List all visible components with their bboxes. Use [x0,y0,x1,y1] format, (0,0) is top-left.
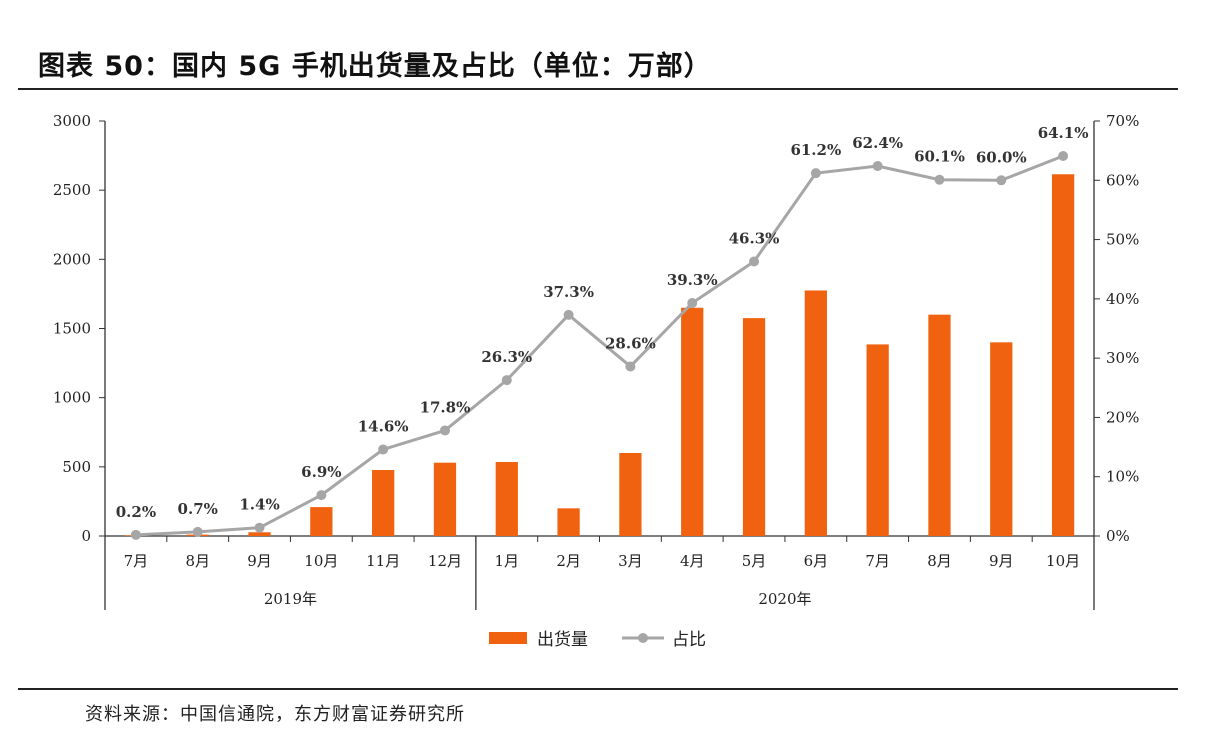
source-note: 资料来源：中国信通院，东方财富证券研究所 [85,704,465,725]
y2-tick-label: 40% [1106,290,1139,308]
y-tick-label: 2500 [53,181,91,199]
share-data-label: 1.4% [239,496,279,514]
share-line [135,154,1064,537]
bar [495,461,518,536]
y2-tick-label: 10% [1106,468,1139,486]
legend-line-marker [638,633,648,643]
share-point [501,375,512,386]
x-tick-label: 1月 [495,552,520,570]
footer-rule [18,688,1178,690]
share-data-label: 64.1% [1038,124,1089,142]
share-point [563,309,574,320]
bar [619,453,642,536]
share-data-label: 0.7% [178,500,218,518]
group-label: 2020年 [758,590,811,608]
share-point [687,298,698,309]
share-point [378,444,389,455]
y2-tick-label: 60% [1106,171,1139,189]
share-point [749,256,760,267]
x-tick-label: 8月 [927,552,952,570]
share-data-label: 61.2% [790,141,841,159]
share-data-label: 17.8% [420,398,471,416]
y2-tick-label: 20% [1106,408,1139,426]
bar [372,470,395,536]
y2-tick-label: 0% [1106,527,1130,545]
legend-line-label: 占比 [672,630,706,650]
group-label: 2019年 [264,590,317,608]
x-tick-label: 12月 [428,552,462,570]
y2-tick-label: 70% [1106,112,1139,130]
y-tick-label: 1000 [53,389,91,407]
x-tick-label: 9月 [247,552,272,570]
share-point [996,175,1007,186]
x-tick-label: 6月 [804,552,829,570]
bar [310,507,333,536]
x-tick-label: 9月 [989,552,1014,570]
share-point [934,174,945,185]
share-point [625,361,636,372]
y-tick-label: 1500 [53,320,91,338]
share-data-label: 6.9% [301,463,341,481]
y-tick-label: 3000 [53,112,91,130]
y-tick-label: 0 [81,527,91,545]
bar [742,318,766,536]
share-point [810,168,821,179]
share-data-label: 37.3% [543,283,594,301]
share-point [130,529,141,540]
x-tick-label: 4月 [680,552,705,570]
share-data-label: 0.2% [116,503,156,521]
share-point [872,161,883,172]
share-point [1058,150,1069,161]
share-data-label: 60.1% [914,148,965,166]
bar [928,314,951,536]
title-rule [18,88,1178,90]
bar [1051,174,1075,536]
share-point [192,526,203,537]
y2-tick-label: 30% [1106,349,1139,367]
bar [804,290,827,536]
legend-bar-label: 出货量 [537,630,588,650]
y2-tick-label: 50% [1106,231,1139,249]
x-tick-label: 10月 [304,552,338,570]
bar [248,532,271,536]
share-data-label: 39.3% [667,271,718,289]
x-tick-label: 11月 [366,552,400,570]
x-tick-label: 3月 [618,552,643,570]
x-tick-label: 7月 [124,552,149,570]
share-data-label: 14.6% [358,417,409,435]
x-tick-label: 10月 [1046,552,1080,570]
share-data-label: 26.3% [481,348,532,366]
bar [990,342,1013,536]
share-point [439,425,450,436]
chart-title: 图表 50：国内 5G 手机出货量及占比（单位：万部） [38,51,712,82]
share-data-label: 28.6% [605,334,656,352]
share-data-label: 62.4% [852,134,903,152]
share-point [316,490,327,501]
bar [866,344,889,536]
x-tick-label: 8月 [185,552,210,570]
share-data-label: 46.3% [729,230,780,248]
bar [433,462,457,536]
bar [557,508,580,536]
y-tick-label: 500 [62,458,91,476]
x-tick-label: 5月 [742,552,767,570]
share-point [254,522,265,533]
y-tick-label: 2000 [53,250,91,268]
x-tick-label: 7月 [865,552,890,570]
bar [681,307,704,536]
x-tick-label: 2月 [556,552,581,570]
share-data-label: 60.0% [976,148,1027,166]
legend-bar-swatch [489,632,527,644]
